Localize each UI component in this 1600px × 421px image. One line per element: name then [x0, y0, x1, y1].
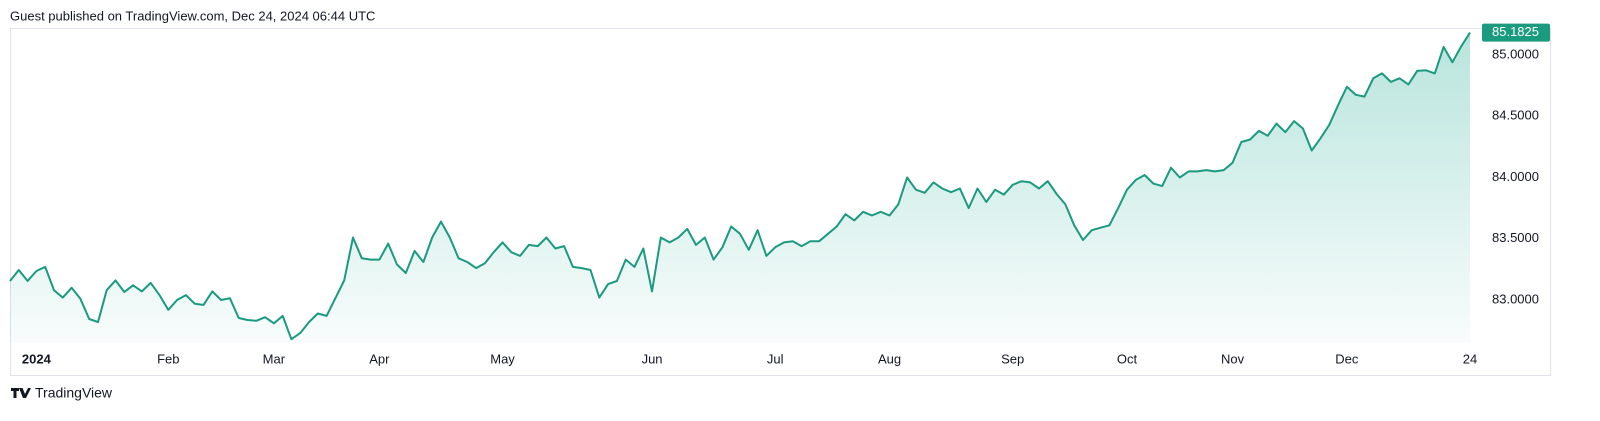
- chart-frame: [10, 28, 1551, 376]
- x-tick-label: 24: [1463, 351, 1477, 366]
- last-price-label: 85.1825: [1492, 24, 1539, 39]
- y-tick-label: 85.0000: [1492, 46, 1539, 61]
- x-tick-label: Nov: [1221, 351, 1245, 366]
- brand: TradingView: [35, 385, 113, 401]
- x-tick-label: Feb: [157, 351, 179, 366]
- x-tick-label: Aug: [878, 351, 901, 366]
- chart-title: Guest published on TradingView.com, Dec …: [10, 8, 375, 23]
- y-tick-label: 84.0000: [1492, 169, 1539, 184]
- x-tick-label: Apr: [369, 351, 390, 366]
- x-tick-label: Jul: [767, 351, 784, 366]
- logo: [11, 388, 31, 398]
- y-tick-label: 84.5000: [1492, 108, 1539, 123]
- x-tick-label: Jun: [642, 351, 663, 366]
- area-fill: [10, 32, 1470, 343]
- price-line: [9, 32, 1471, 341]
- x-tick-label: Oct: [1117, 351, 1138, 366]
- x-tick-label: 2024: [22, 351, 52, 366]
- last-price-badge: [1482, 23, 1550, 42]
- x-tick-label: May: [490, 351, 515, 366]
- y-tick-label: 83.0000: [1492, 291, 1539, 306]
- x-tick-label: Mar: [263, 351, 286, 366]
- y-tick-label: 83.5000: [1492, 230, 1539, 245]
- x-tick-label: Sep: [1001, 351, 1024, 366]
- x-tick-label: Dec: [1335, 351, 1359, 366]
